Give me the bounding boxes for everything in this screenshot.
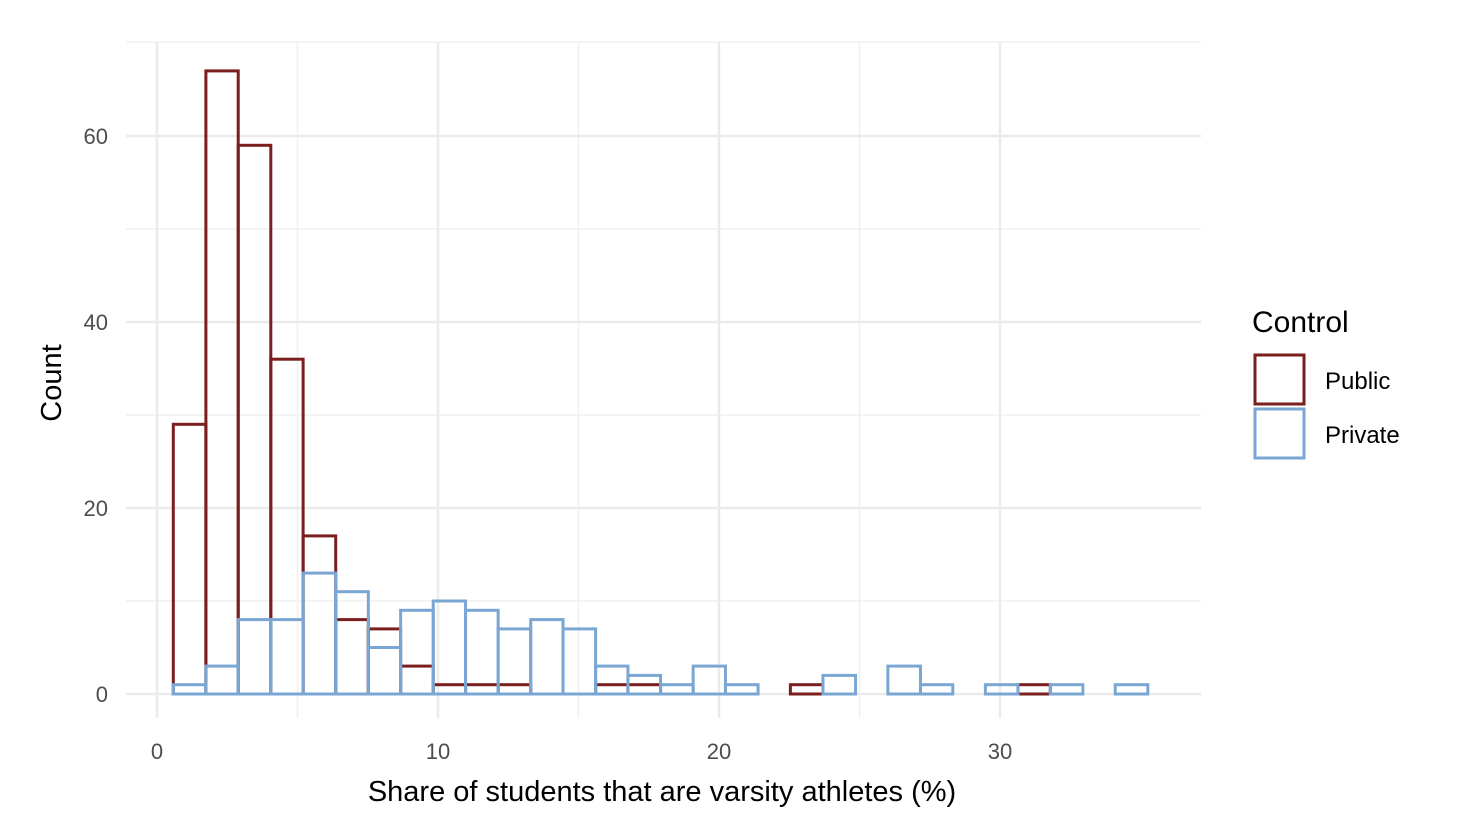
bar-public	[788, 683, 825, 696]
legend-key-public	[1253, 353, 1306, 406]
y-axis-title: Count	[36, 344, 68, 421]
y-tick-label: 60	[84, 124, 108, 149]
y-tick-label: 20	[84, 496, 108, 521]
bar-private	[236, 618, 273, 696]
bar-private	[1113, 683, 1150, 696]
bar-public	[171, 422, 208, 696]
bar-public	[334, 618, 370, 696]
histogram-bars	[171, 69, 1150, 696]
bar-private	[366, 646, 403, 696]
x-axis-title: Share of students that are varsity athle…	[368, 776, 956, 808]
bar-private	[529, 618, 565, 696]
bar-private	[464, 608, 500, 696]
bar-public	[399, 664, 435, 696]
bar-private	[918, 683, 955, 696]
bar-public	[236, 143, 273, 696]
y-tick-label: 40	[84, 310, 108, 335]
series-private	[171, 571, 1150, 696]
bar-private	[659, 683, 695, 696]
legend: Control Public Private	[1252, 306, 1400, 460]
legend-key-private	[1253, 407, 1306, 460]
bar-private	[983, 683, 1020, 696]
bar-private	[334, 590, 370, 696]
bar-private	[1048, 683, 1085, 696]
grid-lines	[126, 41, 1201, 718]
x-tick-label: 20	[707, 739, 731, 764]
legend-label-private: Private	[1325, 422, 1400, 449]
bar-private	[301, 571, 338, 696]
bar-public	[301, 534, 338, 696]
bar-public	[366, 627, 403, 696]
y-tick-label: 0	[96, 682, 108, 707]
axis-tick-labels: 0 10 20 30 0 20 40 60	[84, 124, 1013, 764]
bar-public	[1016, 683, 1052, 696]
bar-private	[691, 664, 727, 696]
bar-private	[399, 608, 435, 696]
bar-public	[269, 357, 305, 696]
bar-private	[886, 664, 922, 696]
bar-private	[269, 618, 305, 696]
bar-private	[723, 683, 760, 696]
bar-private	[821, 673, 858, 696]
x-tick-label: 30	[988, 739, 1012, 764]
x-tick-label: 10	[426, 739, 450, 764]
legend-label-public: Public	[1325, 368, 1390, 395]
bar-private	[594, 664, 630, 696]
bar-private	[561, 627, 598, 696]
x-tick-label: 0	[151, 739, 163, 764]
bar-private	[171, 683, 208, 696]
legend-title: Control	[1252, 306, 1349, 339]
bar-private	[204, 664, 240, 696]
